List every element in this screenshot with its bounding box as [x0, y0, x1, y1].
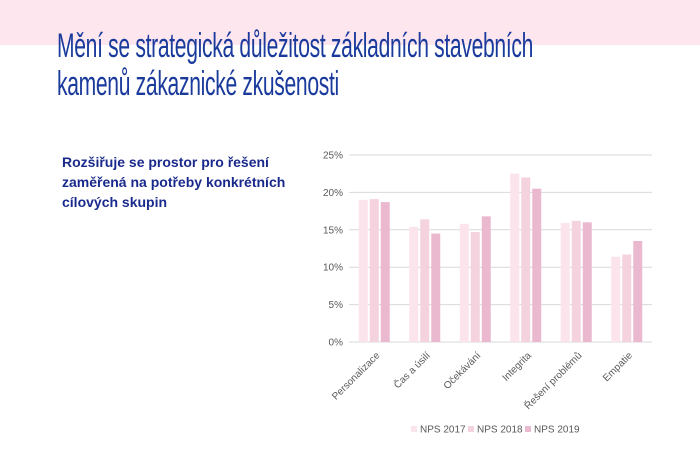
bar-nps-2018: [369, 199, 379, 342]
bar-nps-2018: [470, 232, 480, 342]
bar-nps-2017: [459, 223, 469, 342]
bar-nps-2017: [611, 256, 621, 342]
y-tick-label: 15%: [323, 225, 343, 236]
title-line-1: Mění se strategická důležitost základníc…: [57, 27, 534, 65]
legend-label: NPS 2018: [477, 425, 523, 436]
bar-nps-2019: [380, 202, 390, 342]
title-line-2: kamenů zákaznické zkušenosti: [57, 65, 339, 103]
header-band: [0, 0, 700, 45]
x-category-label: Personalizace: [330, 350, 383, 403]
bar-nps-2019: [582, 222, 592, 342]
bar-nps-2018: [571, 220, 581, 342]
y-tick-label: 20%: [323, 188, 343, 199]
x-category-label: Očekávání: [442, 350, 484, 392]
bar-nps-2019: [532, 188, 542, 342]
x-category-label: Čas a úsilí: [391, 349, 433, 391]
bar-nps-2017: [358, 199, 368, 342]
legend-label: NPS 2017: [420, 425, 466, 436]
x-category-label: Integrita: [501, 350, 535, 384]
subtitle: Rozšiřuje se prostor pro řešení zaměřená…: [62, 154, 286, 210]
legend-swatch: [525, 426, 531, 432]
page-title: Mění se strategická důležitost základníc…: [57, 27, 533, 103]
bar-nps-2019: [431, 233, 441, 342]
bar-nps-2018: [420, 219, 430, 342]
legend-label: NPS 2019: [534, 425, 580, 436]
bar-nps-2017: [510, 173, 520, 342]
y-tick-label: 0%: [329, 338, 344, 349]
bar-nps-2019: [633, 241, 643, 342]
bar-nps-2018: [521, 177, 531, 342]
x-category-label: Empatie: [601, 350, 635, 384]
y-tick-label: 25%: [323, 151, 343, 162]
y-tick-label: 10%: [323, 263, 343, 274]
bar-nps-2017: [409, 226, 419, 342]
legend-swatch: [468, 426, 474, 432]
bar-nps-2019: [481, 216, 491, 342]
bar-nps-2017: [560, 223, 570, 342]
bar-nps-2018: [622, 254, 632, 342]
legend-swatch: [411, 426, 417, 432]
y-tick-label: 5%: [329, 300, 344, 311]
